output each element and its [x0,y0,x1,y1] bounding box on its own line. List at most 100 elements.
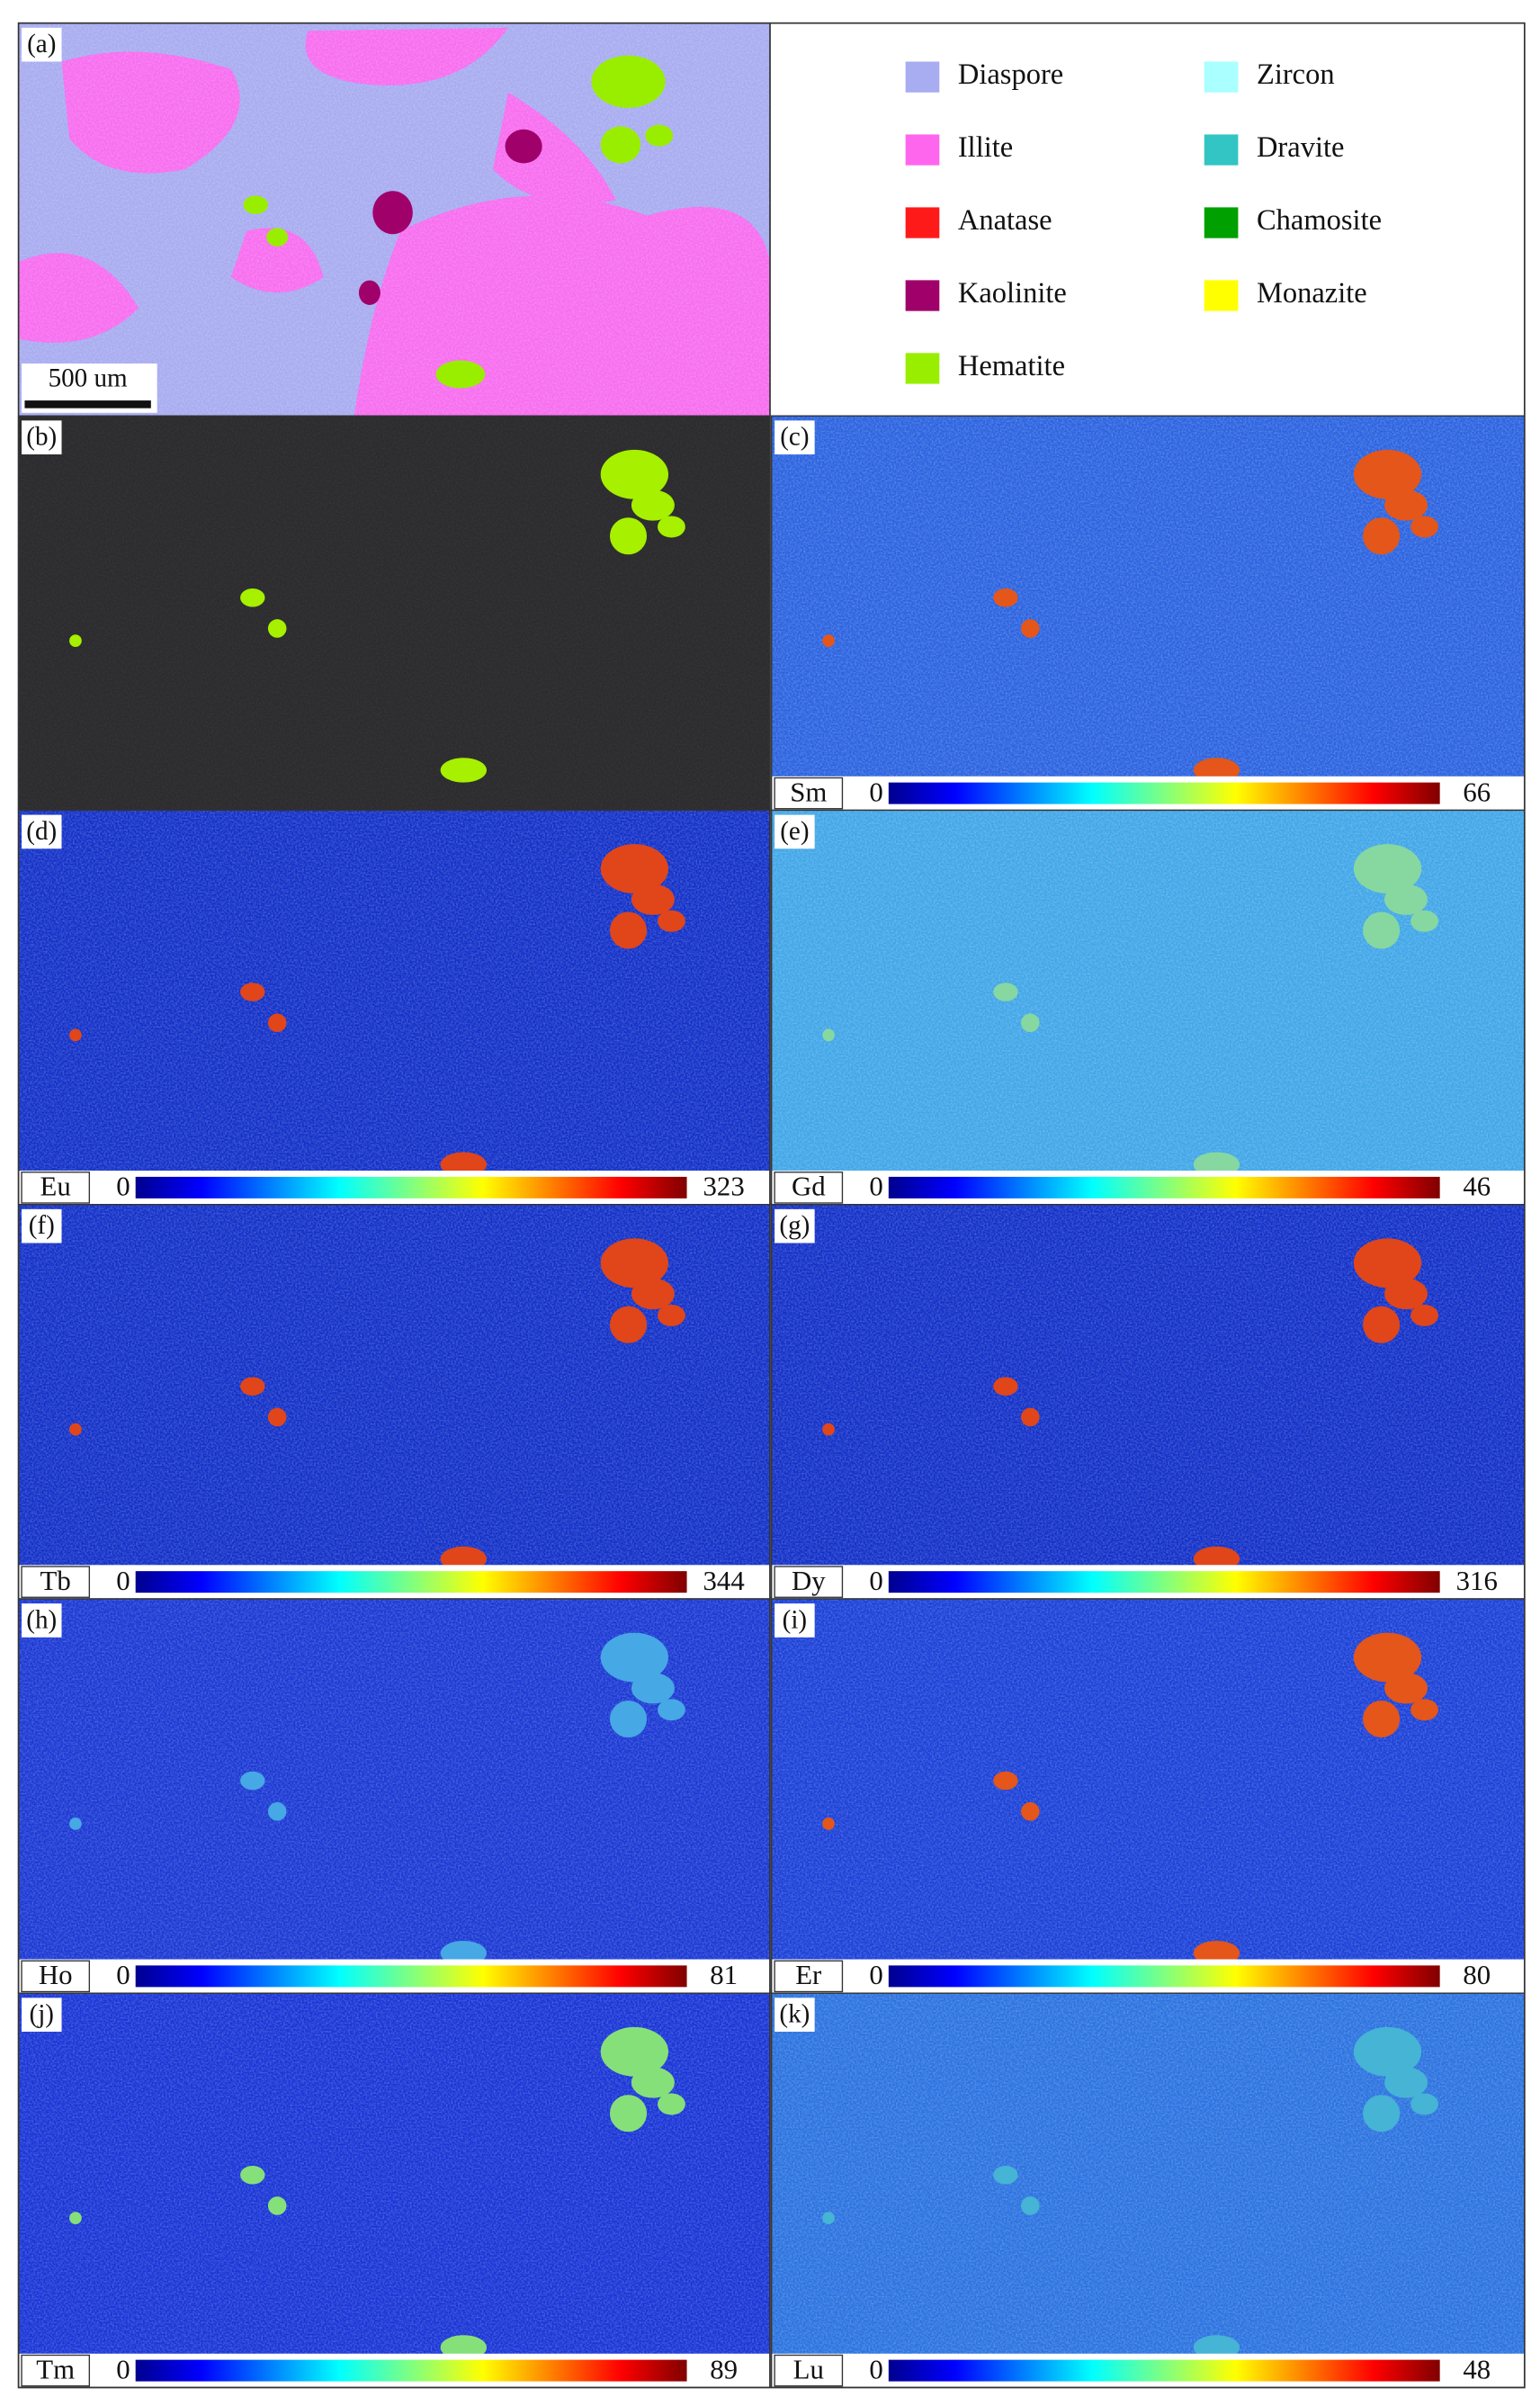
grain [822,1028,835,1042]
legend-swatch [905,61,940,93]
label-box [774,1998,815,2033]
grain [609,1306,648,1343]
kaolinite-grain [358,280,381,305]
grain [822,1423,835,1436]
grain [267,619,287,638]
label-box [22,1998,62,2033]
grain [658,1699,685,1721]
label-box [22,1208,62,1243]
grain [267,2196,287,2215]
hematite-grain [591,55,666,108]
colorbar-min: 0 [869,1960,882,1990]
panel-label: (a) [27,30,56,58]
grain [609,517,648,555]
colorbar-max: 323 [703,1172,745,1202]
panel-label: (h) [26,1605,57,1634]
map-panel: (h) Ho 0 81 [17,1598,771,1994]
legend-swatch [905,134,940,166]
grain [440,758,488,783]
label-box [774,420,815,455]
grain [240,1377,265,1396]
grain [993,1771,1018,1791]
kaolinite-grain [372,191,413,235]
grain [240,588,265,607]
legend-label: Hematite [958,350,1065,382]
grain [993,983,1018,1001]
grain [69,634,82,648]
grain [822,634,835,648]
element-box [21,1566,91,1598]
map-panel: (g) Dy 0 316 [771,1204,1526,1600]
legend-label: Diaspore [958,58,1063,91]
colorbar [888,1176,1440,1199]
legend-swatch [1204,280,1239,311]
element-label: Sm [790,777,827,807]
grain [1363,911,1401,949]
grain [1384,1673,1428,1704]
legend-swatch [905,207,940,238]
panel-label: (b) [26,423,57,452]
colorbar [888,782,1440,804]
label-box [774,814,815,849]
colorbar-min: 0 [869,777,882,807]
colorbar [135,1571,687,1594]
grain [69,1423,82,1436]
colorbar [135,1965,687,1988]
colorbar-max: 316 [1456,1566,1498,1596]
grain [600,1238,669,1288]
grain [1353,449,1422,499]
grain [267,1407,287,1427]
grain [1384,2067,1428,2098]
grain [658,2093,685,2115]
element-label: Er [795,1960,821,1990]
grain [1021,1013,1040,1032]
grain [993,2165,1018,2185]
grain [658,910,685,932]
map-panel: (e) Gd 0 46 [771,809,1526,1206]
grain [1410,1304,1438,1326]
maps: (b) (c) Sm 0 66 (d) Eu 0 323 (e) Gd 0 46 (f) Tb 0 344 (g)… [17,415,1526,2389]
grain [240,983,265,1001]
grain [267,1013,287,1032]
grain [600,2026,669,2077]
scale-bar [24,400,151,408]
grain [267,1801,287,1821]
label-box [774,1208,815,1243]
grain [1021,619,1040,638]
hematite-grain [435,360,486,389]
colorbar-max: 89 [710,2354,738,2384]
map-panel: (f) Tb 0 344 [17,1204,771,1600]
map-panel: (i) Er 0 80 [771,1598,1526,1994]
label-box [22,814,62,849]
grain [1410,910,1438,932]
grain [631,1278,675,1310]
legend-label: Illite [958,131,1013,164]
grain [1353,1238,1422,1288]
grain [822,1818,835,1830]
grain [1410,2093,1438,2115]
label-box [22,420,62,455]
grain [69,2212,82,2224]
panel-a: (a) 500 um [18,22,770,417]
panel-label: (d) [26,817,57,846]
colorbar-min: 0 [116,2354,130,2384]
grain [1363,1306,1401,1343]
colorbar-max: 46 [1463,1172,1491,1202]
element-box [774,1960,844,1993]
colorbar [888,1965,1440,1988]
grain [1021,1801,1040,1821]
legend-label: Monazite [1257,277,1367,310]
colorbar-min: 0 [869,1172,882,1202]
grain [1353,2026,1422,2077]
grain [631,1673,675,1704]
element-box [21,1960,91,1993]
element-label: Dy [792,1566,826,1596]
map-panel: (c) Sm 0 66 [771,415,1526,812]
map-panel: (k) Lu 0 48 [771,1992,1526,2389]
grain [1363,2095,1401,2132]
colorbar-min: 0 [116,1960,130,1990]
element-box [774,777,844,810]
hematite-grain [645,124,674,147]
grain [600,1632,669,1683]
legend-label: Anatase [958,204,1052,237]
